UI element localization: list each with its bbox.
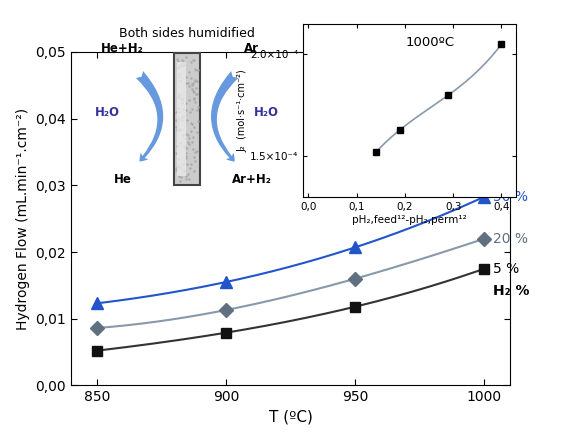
Text: H₂O: H₂O	[95, 106, 120, 119]
Text: H₂ %: H₂ %	[493, 284, 529, 298]
Y-axis label: Hydrogen Flow (mL.min⁻¹.cm⁻²): Hydrogen Flow (mL.min⁻¹.cm⁻²)	[16, 108, 29, 330]
Text: He: He	[113, 173, 132, 186]
FancyBboxPatch shape	[177, 61, 187, 176]
Text: 5 %: 5 %	[493, 262, 519, 276]
X-axis label: pH₂,feed¹²-pH₂,perm¹²: pH₂,feed¹²-pH₂,perm¹²	[352, 215, 467, 225]
Y-axis label: J₂  (mol·s⁻¹·cm⁻²): J₂ (mol·s⁻¹·cm⁻²)	[238, 69, 247, 152]
Text: Ar+H₂: Ar+H₂	[232, 173, 272, 186]
Text: Ar: Ar	[244, 42, 259, 55]
Text: He+H₂: He+H₂	[101, 42, 144, 55]
Text: 50 %: 50 %	[493, 190, 528, 204]
Text: 1000ºC: 1000ºC	[405, 36, 455, 49]
FancyBboxPatch shape	[174, 52, 200, 185]
Text: Both sides humidified: Both sides humidified	[119, 27, 255, 40]
Text: H₂O: H₂O	[255, 106, 280, 119]
Text: 20 %: 20 %	[493, 232, 528, 246]
X-axis label: T (ºC): T (ºC)	[269, 410, 312, 425]
